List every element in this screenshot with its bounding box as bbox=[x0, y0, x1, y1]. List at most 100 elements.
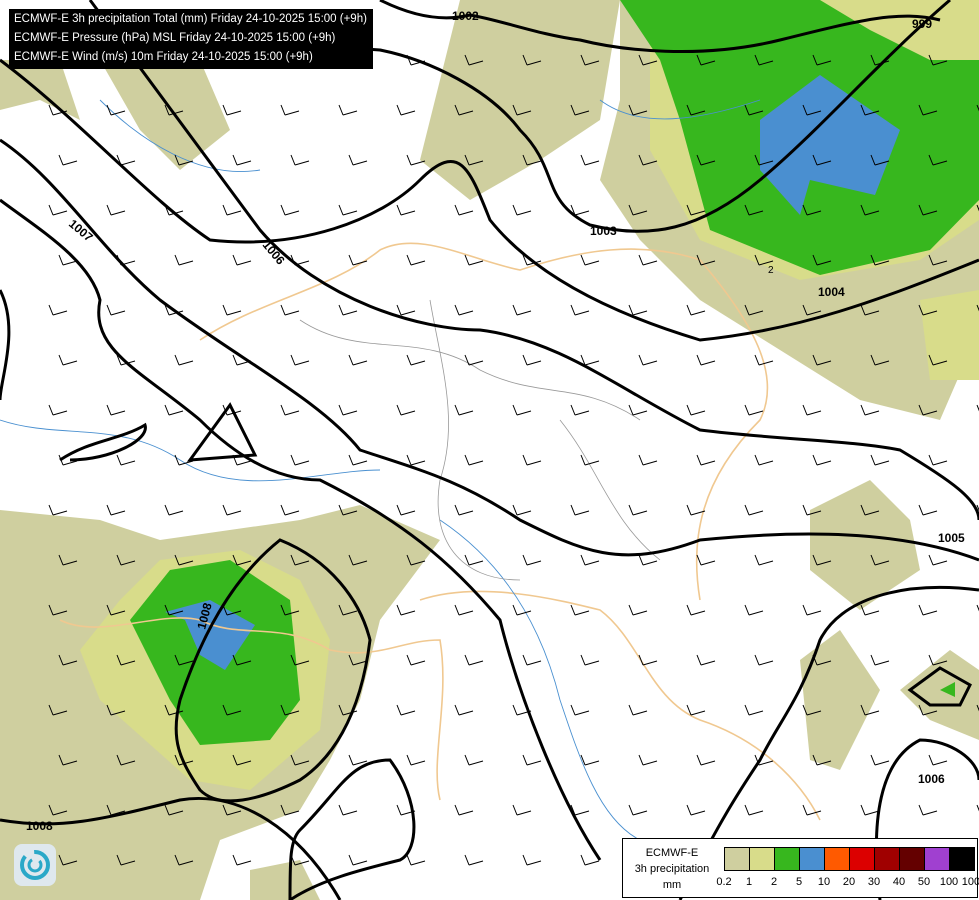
wind-barb bbox=[570, 304, 590, 316]
wind-barb bbox=[396, 104, 416, 116]
legend-ticks: 0.2 1 2 5 10 20 30 40 50 1001000 bbox=[711, 876, 979, 890]
wind-barb bbox=[628, 204, 648, 216]
legend-swatch bbox=[775, 848, 800, 870]
wind-barb bbox=[628, 304, 648, 316]
wind-barb bbox=[860, 704, 880, 716]
wind-barb bbox=[348, 854, 368, 866]
wind-barb bbox=[454, 604, 474, 616]
wind-barb bbox=[290, 254, 310, 266]
wind-barb bbox=[696, 654, 716, 666]
wind-barb bbox=[860, 804, 880, 816]
wind-barb bbox=[512, 504, 532, 516]
wind-barb bbox=[570, 504, 590, 516]
wind-barb bbox=[222, 504, 242, 516]
wind-barb bbox=[918, 804, 938, 816]
wind-barb bbox=[686, 504, 706, 516]
wind-barb bbox=[348, 354, 368, 366]
svg-text:1003: 1003 bbox=[590, 224, 617, 238]
wind-barb bbox=[58, 654, 78, 666]
wind-barb bbox=[164, 804, 184, 816]
wind-barb bbox=[696, 154, 716, 166]
wind-barb bbox=[928, 154, 948, 166]
legend-tick: 10 bbox=[817, 876, 831, 888]
svg-text:1008: 1008 bbox=[26, 819, 53, 833]
wind-barb bbox=[164, 504, 184, 516]
wind-barb bbox=[918, 604, 938, 616]
wind-barb bbox=[580, 54, 600, 66]
wind-barb bbox=[570, 804, 590, 816]
wind-barb bbox=[802, 204, 822, 216]
geography-layer bbox=[0, 99, 821, 841]
wind-barb bbox=[928, 354, 948, 366]
wind-barb bbox=[116, 454, 136, 466]
wind-barb bbox=[976, 104, 979, 112]
wind-barb bbox=[628, 104, 648, 116]
ecmwf-logo bbox=[14, 844, 56, 886]
wind-barb bbox=[48, 504, 68, 516]
wind-barb bbox=[512, 304, 532, 316]
svg-text:1002: 1002 bbox=[452, 9, 479, 23]
wind-barb bbox=[406, 554, 426, 566]
title-precipitation: ECMWF-E 3h precipitation Total (mm) Frid… bbox=[14, 13, 367, 25]
wind-barb bbox=[754, 154, 774, 166]
wind-barb bbox=[870, 254, 890, 266]
wind-barb bbox=[454, 204, 474, 216]
wind-barb bbox=[976, 504, 979, 512]
wind-barb bbox=[174, 754, 194, 766]
wind-barb bbox=[106, 504, 126, 516]
wind-barb bbox=[348, 254, 368, 266]
wind-barb bbox=[174, 454, 194, 466]
wind-barb bbox=[522, 354, 542, 366]
wind-barb bbox=[928, 754, 948, 766]
legend-swatch bbox=[750, 848, 775, 870]
wind-barb bbox=[580, 554, 600, 566]
wind-barb bbox=[290, 154, 310, 166]
wind-barb bbox=[522, 554, 542, 566]
wind-barb bbox=[48, 604, 68, 616]
wind-barb bbox=[754, 254, 774, 266]
wind-barb bbox=[280, 304, 300, 316]
wind-barb bbox=[870, 354, 890, 366]
wind-barb bbox=[464, 554, 484, 566]
wind-barb bbox=[106, 404, 126, 416]
wind-barb bbox=[976, 604, 979, 612]
wind-barb bbox=[348, 454, 368, 466]
wind-barb bbox=[174, 354, 194, 366]
swirl-icon bbox=[20, 850, 50, 880]
wind-barb bbox=[918, 104, 938, 116]
wind-barb bbox=[338, 804, 358, 816]
wind-barb bbox=[406, 454, 426, 466]
wind-barb bbox=[406, 654, 426, 666]
wind-barb bbox=[464, 754, 484, 766]
wind-barb bbox=[164, 304, 184, 316]
wind-barb bbox=[744, 804, 764, 816]
legend-swatch bbox=[900, 848, 925, 870]
wind-barb bbox=[222, 104, 242, 116]
legend-tick: 50 bbox=[917, 876, 931, 888]
wind-barb bbox=[396, 604, 416, 616]
wind-barb bbox=[454, 704, 474, 716]
wind-barb bbox=[116, 654, 136, 666]
wind-barb bbox=[860, 604, 880, 616]
wind-barb bbox=[222, 404, 242, 416]
wind-barb bbox=[860, 104, 880, 116]
wind-barb bbox=[58, 554, 78, 566]
wind-barb bbox=[106, 104, 126, 116]
wind-barb bbox=[580, 654, 600, 666]
isobar-labels: 1002 999 1003 1004 1005 1006 1007 1006 1… bbox=[26, 9, 965, 833]
wind-barb bbox=[222, 304, 242, 316]
wind-barb bbox=[744, 304, 764, 316]
wind-barb bbox=[464, 154, 484, 166]
wind-barb bbox=[232, 654, 252, 666]
wind-barb bbox=[580, 154, 600, 166]
wind-barb bbox=[116, 254, 136, 266]
wind-barb bbox=[454, 804, 474, 816]
wind-barb bbox=[290, 354, 310, 366]
wind-barb bbox=[976, 204, 979, 212]
wind-barb bbox=[918, 404, 938, 416]
wind-barb bbox=[860, 204, 880, 216]
svg-text:1006: 1006 bbox=[918, 772, 945, 786]
wind-barb bbox=[696, 754, 716, 766]
